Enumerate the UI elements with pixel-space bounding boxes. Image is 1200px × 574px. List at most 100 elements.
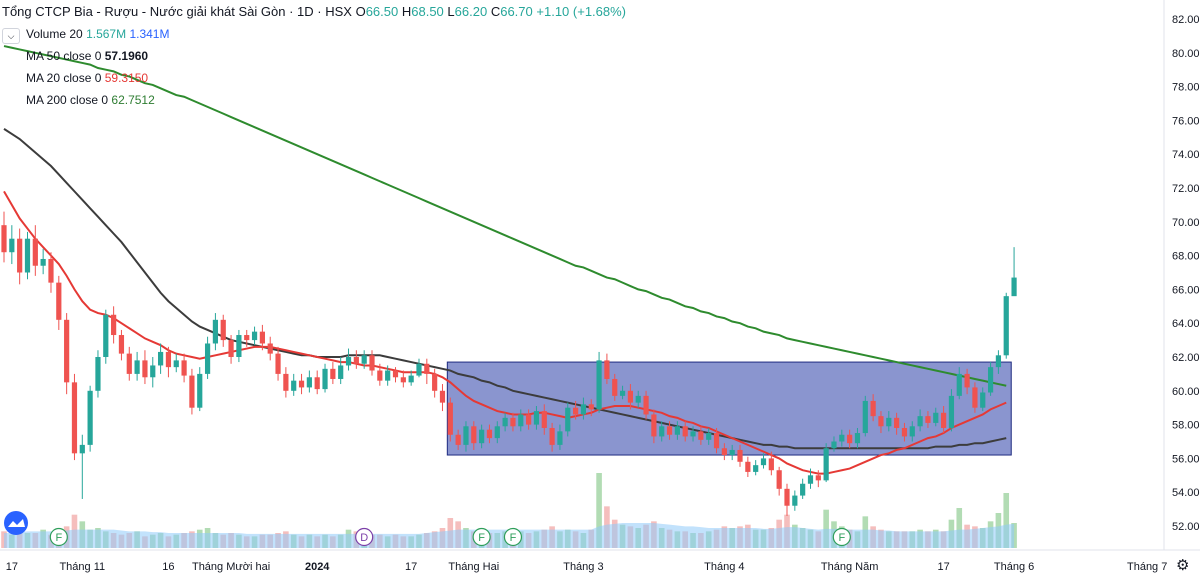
close-label: C bbox=[490, 4, 501, 19]
candle-body bbox=[596, 360, 602, 410]
candle-body bbox=[471, 426, 477, 444]
candle-body bbox=[987, 367, 994, 393]
candle-body bbox=[901, 427, 908, 437]
candle-body bbox=[729, 449, 735, 456]
candle-body bbox=[502, 417, 508, 427]
y-tick-label: 78.00 bbox=[1172, 82, 1200, 94]
candle-series bbox=[1, 211, 1017, 516]
candle-body bbox=[32, 238, 38, 266]
chevron-down-icon[interactable]: ⌵ bbox=[2, 28, 20, 44]
candle-body bbox=[283, 373, 289, 391]
candle-body bbox=[588, 404, 594, 410]
x-tick-label: 17 bbox=[937, 561, 949, 573]
candle-body bbox=[651, 414, 657, 437]
candle-body bbox=[980, 392, 986, 408]
candle-body bbox=[768, 458, 774, 471]
candle-body bbox=[760, 458, 767, 466]
candle-body bbox=[1, 225, 7, 253]
candle-body bbox=[862, 400, 868, 434]
candle-body bbox=[909, 426, 915, 437]
ma50-legend[interactable]: MA 50 close 0 57.1960 bbox=[26, 49, 148, 63]
candle-body bbox=[839, 434, 845, 442]
event-marker-label: F bbox=[510, 532, 517, 544]
candle-body bbox=[432, 373, 438, 391]
ma200-legend[interactable]: MA 200 close 0 62.7512 bbox=[26, 93, 155, 107]
candle-body bbox=[745, 461, 751, 472]
event-marker: F bbox=[49, 527, 68, 547]
candle-body bbox=[439, 390, 446, 403]
event-marker: D bbox=[355, 527, 374, 547]
x-tick-label: 17 bbox=[405, 561, 417, 573]
candle-body bbox=[392, 370, 399, 378]
candle-body bbox=[682, 426, 688, 437]
volume-ma-value: 1.341M bbox=[129, 27, 170, 41]
candle-body bbox=[251, 331, 258, 341]
high-label: H bbox=[401, 4, 412, 19]
candle-body bbox=[753, 465, 759, 472]
event-marker: F bbox=[503, 527, 523, 547]
y-tick-label: 80.00 bbox=[1172, 48, 1200, 60]
event-marker-circle bbox=[832, 527, 851, 547]
candle-body bbox=[690, 431, 696, 437]
candle-body bbox=[847, 434, 853, 444]
candle-body bbox=[71, 382, 78, 454]
ma50-value: 57.1960 bbox=[104, 49, 149, 63]
candle-body bbox=[533, 411, 540, 425]
candle-body bbox=[400, 377, 406, 383]
candle-body bbox=[369, 355, 375, 371]
candle-body bbox=[518, 414, 524, 427]
candle-body bbox=[126, 353, 132, 374]
x-tick-label: 17 bbox=[6, 561, 18, 573]
candle-body bbox=[259, 331, 265, 344]
candle-body bbox=[526, 414, 532, 425]
event-marker-circle bbox=[503, 527, 523, 547]
candle-body bbox=[298, 380, 305, 388]
candle-body bbox=[197, 373, 203, 408]
candle-body bbox=[713, 433, 720, 449]
y-tick-label: 76.00 bbox=[1172, 115, 1200, 127]
y-tick-label: 74.00 bbox=[1172, 149, 1200, 161]
candle-body bbox=[917, 416, 923, 427]
candle-body bbox=[48, 258, 54, 283]
candle-body bbox=[385, 370, 391, 381]
volume-bar bbox=[1003, 493, 1010, 548]
close-value: 66.70 bbox=[500, 4, 533, 19]
y-tick-label: 70.00 bbox=[1172, 217, 1200, 229]
volume-label: Volume 20 bbox=[26, 27, 83, 41]
chart-header: Tổng CTCP Bia - Rượu - Nước giải khát Sà… bbox=[2, 4, 626, 19]
candle-body bbox=[118, 335, 125, 354]
volume-bar bbox=[823, 509, 829, 548]
candle-body bbox=[878, 416, 884, 427]
candle-body bbox=[87, 390, 93, 445]
candle-body bbox=[737, 449, 743, 462]
candle-body bbox=[424, 363, 430, 374]
candle-body bbox=[510, 417, 516, 427]
symbol-title: Tổng CTCP Bia - Rượu - Nước giải khát Sà… bbox=[2, 4, 352, 19]
candle-body bbox=[95, 357, 101, 391]
candle-body bbox=[236, 335, 242, 357]
candle-body bbox=[627, 390, 633, 403]
y-tick-label: 56.00 bbox=[1172, 453, 1200, 465]
y-tick-label: 66.00 bbox=[1172, 284, 1200, 296]
x-tick-label: Tháng 11 bbox=[59, 561, 105, 573]
candle-body bbox=[56, 282, 62, 320]
candle-body bbox=[831, 441, 837, 449]
candle-body bbox=[314, 377, 320, 390]
candle-body bbox=[111, 314, 117, 336]
volume-bar bbox=[956, 508, 963, 548]
gear-icon[interactable]: ⚙ bbox=[1176, 557, 1190, 574]
candle-body bbox=[212, 319, 219, 344]
candle-body bbox=[64, 319, 70, 383]
low-value: 66.20 bbox=[454, 4, 488, 19]
ma20-legend[interactable]: MA 20 close 0 59.3150 bbox=[26, 71, 148, 85]
candle-body bbox=[408, 375, 414, 383]
y-tick-label: 64.00 bbox=[1172, 318, 1200, 330]
candle-body bbox=[886, 417, 892, 427]
volume-legend[interactable]: Volume 20 1.567M 1.341M bbox=[26, 27, 169, 41]
tradingview-logo-icon[interactable] bbox=[4, 511, 28, 535]
highlight-rectangle bbox=[446, 361, 1012, 456]
candle-body bbox=[941, 412, 947, 428]
candle-body bbox=[894, 417, 900, 428]
